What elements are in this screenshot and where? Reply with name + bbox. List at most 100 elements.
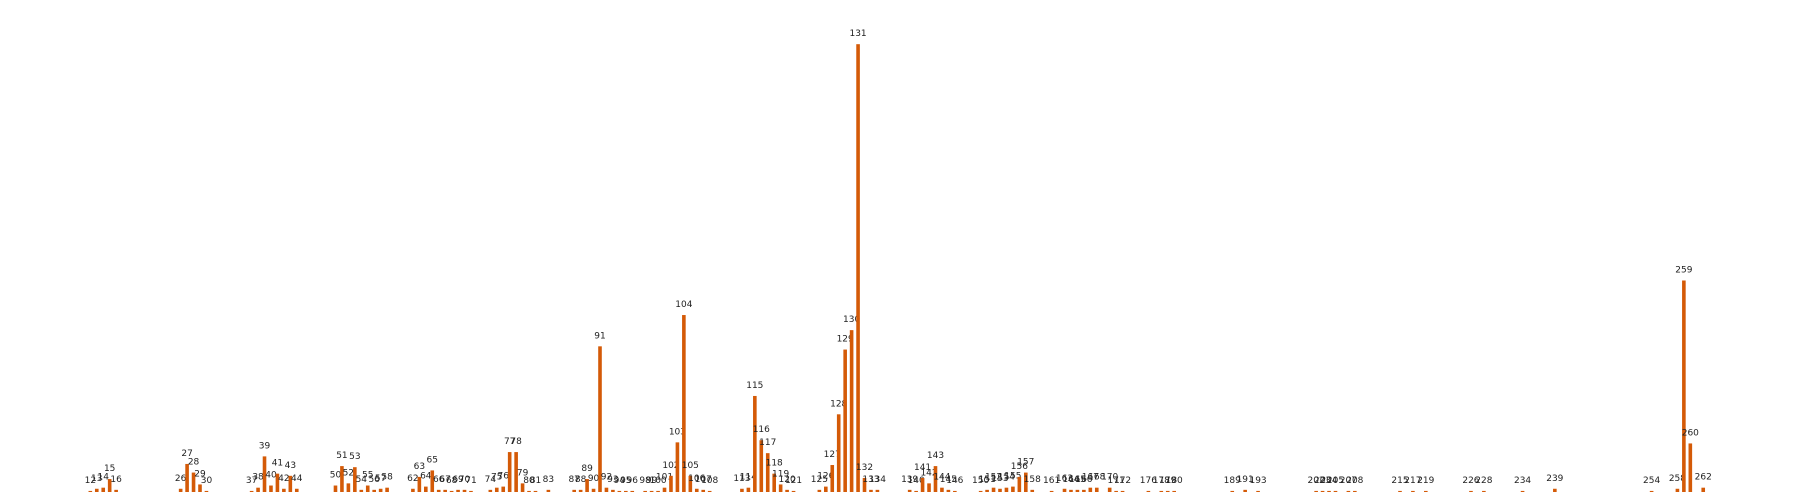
bar: [1346, 490, 1351, 492]
bar-label: 130: [843, 315, 860, 325]
bar: [1520, 490, 1525, 492]
bar: [514, 452, 518, 492]
bar-label: 76: [497, 472, 509, 482]
bar-label: 152: [985, 473, 1002, 483]
bar-label: 145: [940, 475, 957, 485]
bar-label: 171: [1108, 476, 1125, 486]
bar-label: 226: [1462, 476, 1479, 486]
bar-label: 193: [1249, 476, 1266, 486]
bar-label: 134: [869, 475, 886, 485]
bar: [1159, 490, 1164, 492]
bar-label: 127: [824, 450, 841, 460]
bar: [598, 346, 602, 492]
bar-label: 107: [695, 475, 712, 485]
bar-label: 56: [368, 475, 380, 485]
bar-label: 203: [1314, 476, 1331, 486]
bar-label: 87: [568, 475, 579, 485]
bar: [656, 490, 660, 492]
bar: [1649, 490, 1654, 492]
bar: [191, 472, 196, 492]
bar-label: 161: [1043, 476, 1060, 486]
bar-label: 144: [933, 473, 950, 483]
bar-label: 58: [381, 473, 393, 483]
bar: [269, 485, 273, 492]
bar: [604, 487, 609, 492]
bar-label: 67: [439, 475, 450, 485]
bar-label: 228: [1475, 476, 1492, 486]
bar: [830, 465, 835, 492]
bar: [862, 477, 867, 492]
bar: [1017, 476, 1022, 492]
bar-label: 158: [1024, 475, 1041, 485]
bar-label: 167: [1082, 473, 1099, 483]
bar: [824, 486, 828, 492]
bar: [1004, 487, 1009, 492]
bar: [630, 490, 635, 492]
bar-label: 78: [510, 437, 522, 447]
bar-label: 164: [1062, 475, 1079, 485]
bar-label: 12: [85, 476, 96, 486]
bar-label: 166: [1075, 475, 1092, 485]
bar: [856, 44, 860, 493]
bar-label: 30: [201, 476, 213, 486]
bar: [624, 490, 628, 492]
bar: [1165, 490, 1170, 492]
bar-label: 262: [1695, 473, 1712, 483]
bar: [675, 442, 680, 492]
bar-label: 202: [1308, 476, 1325, 486]
bar-label: 165: [1069, 475, 1086, 485]
bar-label: 83: [543, 475, 554, 485]
bar-label: 13: [91, 474, 102, 484]
bar: [346, 483, 351, 492]
bar: [1353, 490, 1357, 492]
bar-label: 68: [446, 476, 458, 486]
bar-label: 27: [181, 449, 192, 459]
bar-label: 254: [1643, 476, 1660, 486]
bar: [365, 485, 370, 492]
bar-label: 16: [110, 475, 122, 485]
bar: [1469, 490, 1473, 492]
bar: [256, 487, 260, 492]
bar: [353, 467, 357, 492]
bar-label: 63: [414, 462, 425, 472]
bar-label: 98: [639, 476, 651, 486]
bar: [340, 466, 344, 492]
bar: [933, 466, 938, 492]
bar: [1030, 489, 1035, 492]
bar: [778, 484, 783, 492]
bar-label: 100: [649, 476, 666, 486]
bar: [1675, 488, 1680, 492]
bar-label: 172: [1114, 476, 1131, 486]
bar-label: 126: [817, 472, 834, 482]
bar: [746, 487, 751, 492]
bar-label: 180: [1166, 476, 1183, 486]
bar-label: 55: [362, 471, 373, 481]
bar: [765, 453, 770, 492]
bar: [262, 456, 267, 492]
bar: [372, 489, 376, 492]
bar-label: 41: [272, 459, 283, 469]
bar: [643, 490, 647, 492]
bar: [817, 489, 822, 492]
bar: [1243, 489, 1247, 492]
bar-label: 69: [452, 475, 464, 485]
bar-label: 79: [517, 468, 529, 478]
bar-label: 258: [1669, 474, 1686, 484]
bar-label: 104: [675, 300, 692, 310]
bar-label: 260: [1682, 428, 1699, 438]
bar-label: 14: [97, 473, 109, 483]
bar: [1230, 490, 1235, 492]
bar: [1114, 490, 1118, 492]
bar-label: 28: [188, 458, 200, 468]
bar: [694, 488, 699, 492]
bar-label: 70: [459, 475, 471, 485]
bar: [701, 489, 706, 492]
bar-label: 115: [746, 381, 763, 391]
bar-label: 176: [1140, 476, 1157, 486]
bar: [94, 488, 99, 492]
bar-label: 96: [627, 476, 639, 486]
bar-label: 51: [336, 451, 347, 461]
bar: [333, 485, 338, 492]
bar: [649, 490, 654, 492]
bar: [488, 489, 493, 492]
